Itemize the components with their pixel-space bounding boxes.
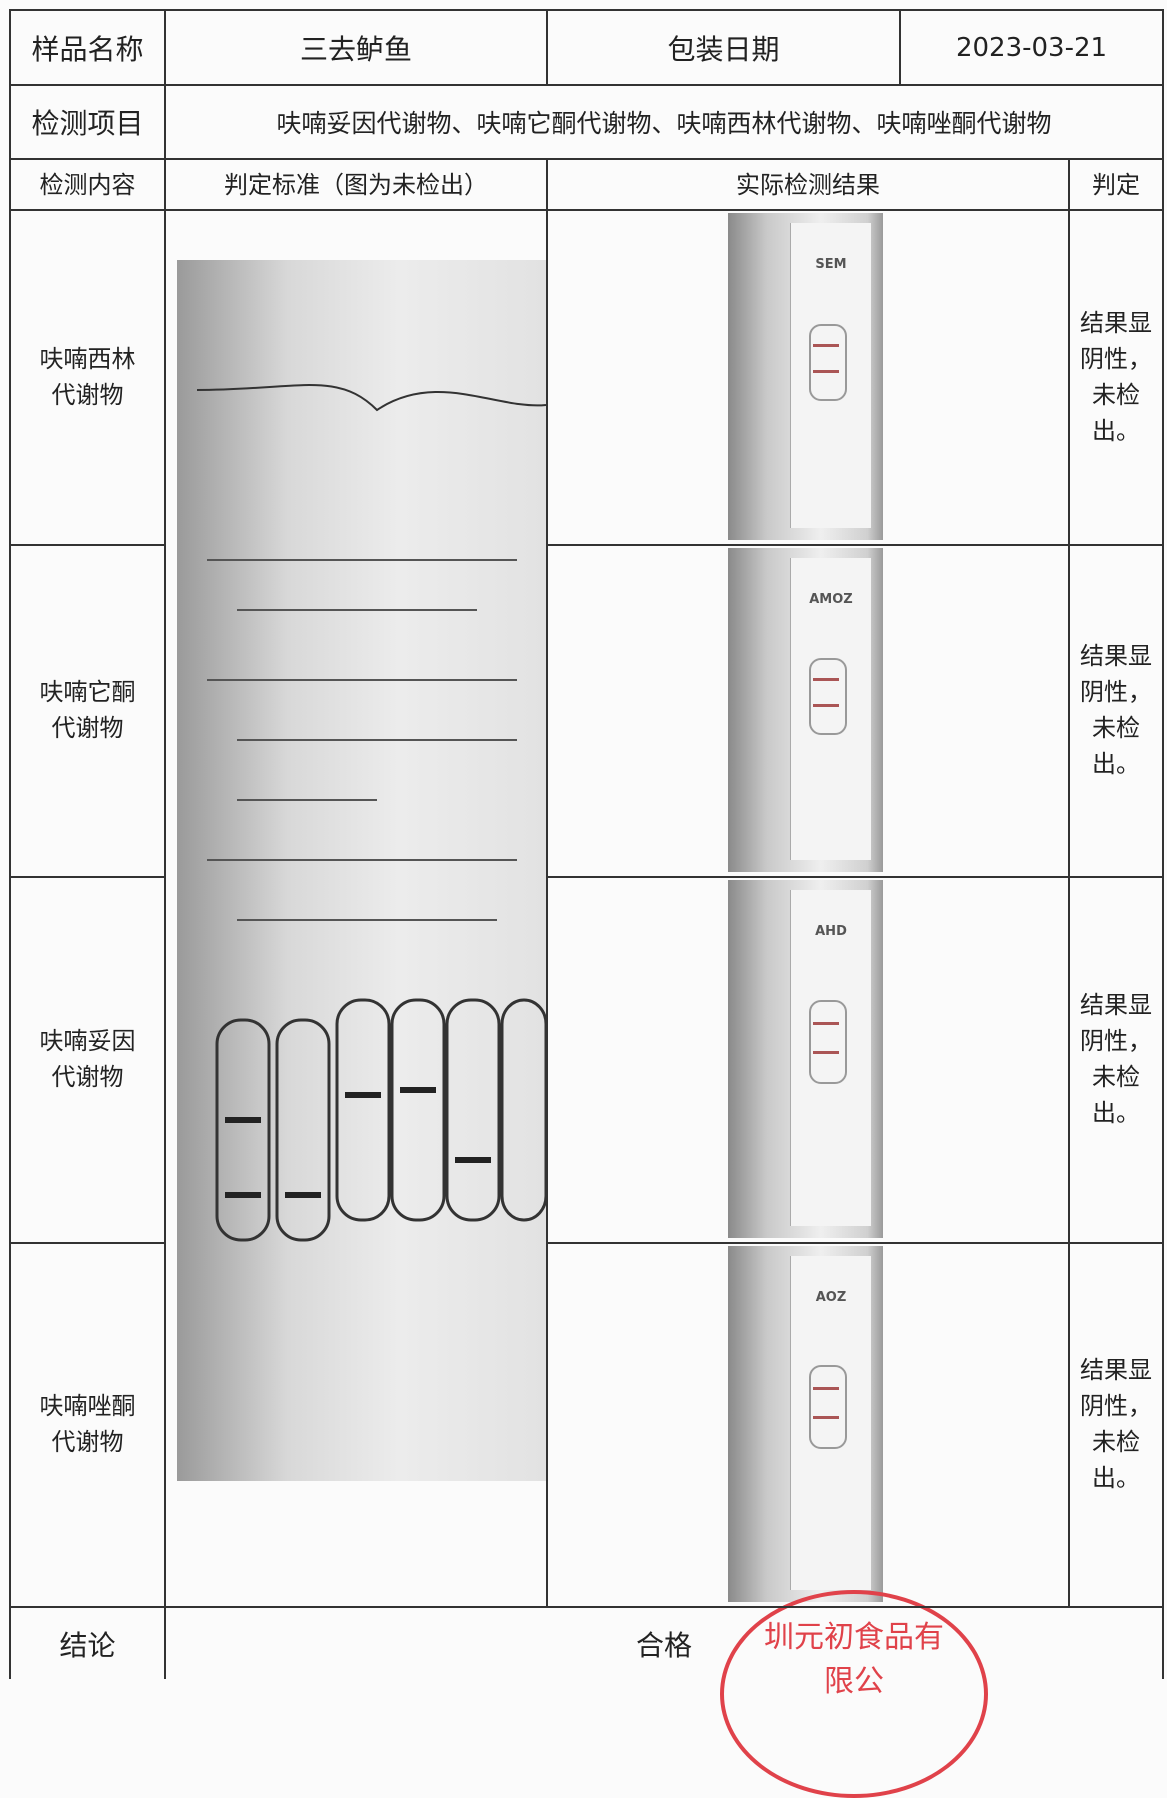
h-line bbox=[546, 544, 1164, 546]
test-strip: AHD bbox=[790, 890, 871, 1226]
value: 合格 bbox=[635, 1628, 692, 1662]
column-header: 检测内容 bbox=[39, 170, 136, 199]
verdict: 结果显阴性，未检出。 bbox=[1080, 1356, 1152, 1492]
content: 呋喃唑酮代谢物 bbox=[39, 1392, 136, 1456]
v-line bbox=[1162, 9, 1164, 1679]
label: 包装日期 bbox=[667, 32, 780, 66]
value: 2023-03-21 bbox=[955, 32, 1108, 63]
stamp-text: 圳元初食品有限公 bbox=[764, 1620, 944, 1699]
strip-label: SEM bbox=[815, 257, 847, 272]
h-line bbox=[9, 158, 1164, 160]
c-line bbox=[813, 343, 839, 347]
verdict: 结果显阴性，未检出。 bbox=[1080, 308, 1152, 445]
strip-label: AHD bbox=[815, 924, 847, 939]
v-line bbox=[546, 9, 548, 84]
label: 样品名称 bbox=[31, 32, 144, 66]
document: {"header":{"sample_name_label":"样品名称","s… bbox=[9, 9, 1164, 1798]
h-line bbox=[9, 876, 166, 878]
test-strip: SEM bbox=[790, 223, 871, 528]
standard-image bbox=[177, 260, 548, 1481]
content: 呋喃西林代谢物 bbox=[39, 344, 136, 409]
c-line bbox=[813, 677, 839, 681]
h-line bbox=[9, 84, 1164, 86]
h-line bbox=[9, 9, 1164, 11]
strip-window bbox=[809, 657, 847, 735]
c-line bbox=[813, 1021, 839, 1025]
value: 三去鲈鱼 bbox=[299, 32, 412, 66]
value: 呋喃妥因代谢物、呋喃它酮代谢物、呋喃西林代谢物、呋喃唑酮代谢物 bbox=[276, 109, 1052, 138]
verdict: 结果显阴性，未检出。 bbox=[1080, 991, 1152, 1127]
strip-window bbox=[809, 1365, 847, 1450]
page: html,body{margin:0;padding:0;} body{widt… bbox=[9, 9, 1164, 1798]
v-line bbox=[9, 9, 11, 1679]
result-photo: AHD bbox=[728, 880, 883, 1238]
test-strip: AOZ bbox=[790, 1256, 871, 1590]
v-line bbox=[1068, 158, 1070, 1606]
verdict: 结果显阴性，未检出。 bbox=[1080, 642, 1152, 778]
h-line bbox=[9, 1242, 166, 1244]
h-line bbox=[546, 876, 1164, 878]
t-line bbox=[813, 1051, 839, 1055]
v-line bbox=[546, 158, 548, 1606]
strip-window bbox=[809, 999, 847, 1085]
v-line bbox=[164, 9, 166, 1679]
h-line bbox=[9, 209, 1164, 211]
t-line bbox=[813, 1416, 839, 1420]
strip-window bbox=[809, 323, 847, 402]
stamp: 圳元初食品有限公 bbox=[720, 1590, 988, 1798]
column-header: 实际检测结果 bbox=[736, 170, 880, 199]
label: 结论 bbox=[59, 1628, 116, 1662]
strip-label: AMOZ bbox=[809, 592, 853, 607]
v-line bbox=[899, 9, 901, 84]
h-line bbox=[546, 1242, 1164, 1244]
column-header: 判定标准（图为未检出） bbox=[224, 170, 488, 199]
c-line bbox=[813, 1387, 839, 1391]
label: 检测项目 bbox=[31, 107, 144, 140]
h-line bbox=[9, 1606, 1164, 1608]
t-line bbox=[813, 704, 839, 708]
content: 呋喃妥因代谢物 bbox=[39, 1027, 136, 1091]
result-photo: SEM bbox=[728, 213, 883, 540]
result-photo: AOZ bbox=[728, 1246, 883, 1602]
h-line bbox=[9, 544, 166, 546]
test-strip: AMOZ bbox=[790, 558, 871, 860]
t-line bbox=[813, 370, 839, 374]
strip-label: AOZ bbox=[815, 1290, 847, 1305]
standard-diagram bbox=[196, 384, 548, 1242]
content: 呋喃它酮代谢物 bbox=[39, 678, 136, 742]
result-photo: AMOZ bbox=[728, 548, 883, 872]
column-header: 判定 bbox=[1092, 170, 1140, 199]
